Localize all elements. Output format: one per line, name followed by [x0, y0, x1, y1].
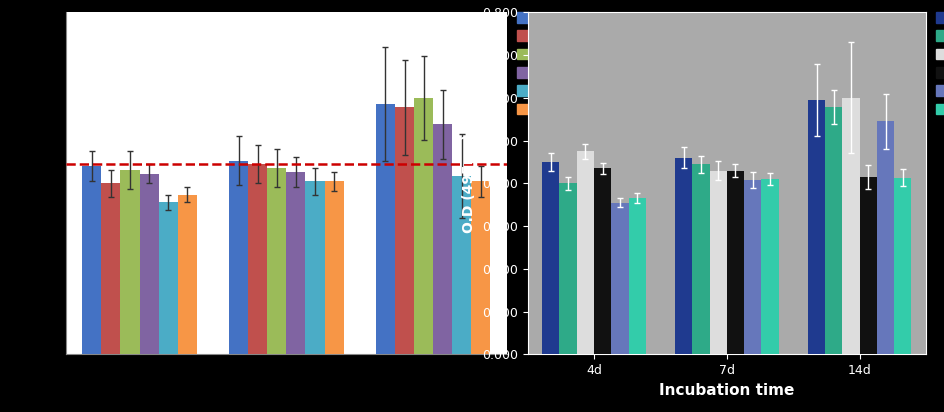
- Bar: [807, 100, 824, 354]
- Bar: [305, 181, 324, 354]
- Bar: [159, 202, 177, 354]
- Bar: [761, 179, 778, 354]
- Bar: [82, 166, 101, 354]
- Bar: [395, 108, 413, 354]
- X-axis label: Incubation time: Incubation time: [659, 383, 794, 398]
- Bar: [376, 103, 395, 354]
- Bar: [726, 171, 743, 354]
- Bar: [709, 171, 726, 354]
- Bar: [177, 195, 196, 354]
- Bar: [248, 164, 267, 354]
- Bar: [594, 169, 611, 354]
- Bar: [413, 98, 432, 354]
- Y-axis label: O.D (495nm): O.D (495nm): [12, 133, 26, 233]
- Bar: [876, 122, 893, 354]
- Bar: [824, 107, 841, 354]
- Bar: [452, 176, 471, 354]
- Bar: [859, 177, 876, 354]
- Bar: [542, 162, 559, 354]
- Bar: [286, 172, 305, 354]
- Bar: [611, 203, 628, 354]
- Bar: [140, 174, 159, 354]
- Bar: [471, 181, 490, 354]
- Bar: [324, 181, 344, 354]
- Bar: [841, 98, 859, 354]
- Bar: [432, 124, 452, 354]
- Bar: [120, 170, 140, 354]
- X-axis label: Incubation time: Incubation time: [218, 383, 354, 398]
- Bar: [692, 164, 709, 354]
- Legend: 2% Alg/1.5, 2% no pore, 3% Alg/1.5, 3% no pore, 4% Alg/1.5, 4% no pore: 2% Alg/1.5, 2% no pore, 3% Alg/1.5, 3% n…: [516, 12, 605, 116]
- Legend: 2% Alg/1.5, 2% no pore, 3% Alg/1.5, 3% no pore, 4% Alg/1.5, 4% no pore: 2% Alg/1.5, 2% no pore, 3% Alg/1.5, 3% n…: [935, 12, 944, 116]
- Bar: [576, 151, 594, 354]
- Bar: [893, 178, 911, 354]
- Bar: [101, 183, 120, 354]
- Bar: [743, 180, 761, 354]
- Bar: [628, 198, 645, 354]
- Bar: [228, 161, 248, 354]
- Y-axis label: O.D (495nm): O.D (495nm): [462, 133, 476, 233]
- Bar: [674, 158, 692, 354]
- Bar: [559, 183, 576, 354]
- Bar: [267, 168, 286, 354]
